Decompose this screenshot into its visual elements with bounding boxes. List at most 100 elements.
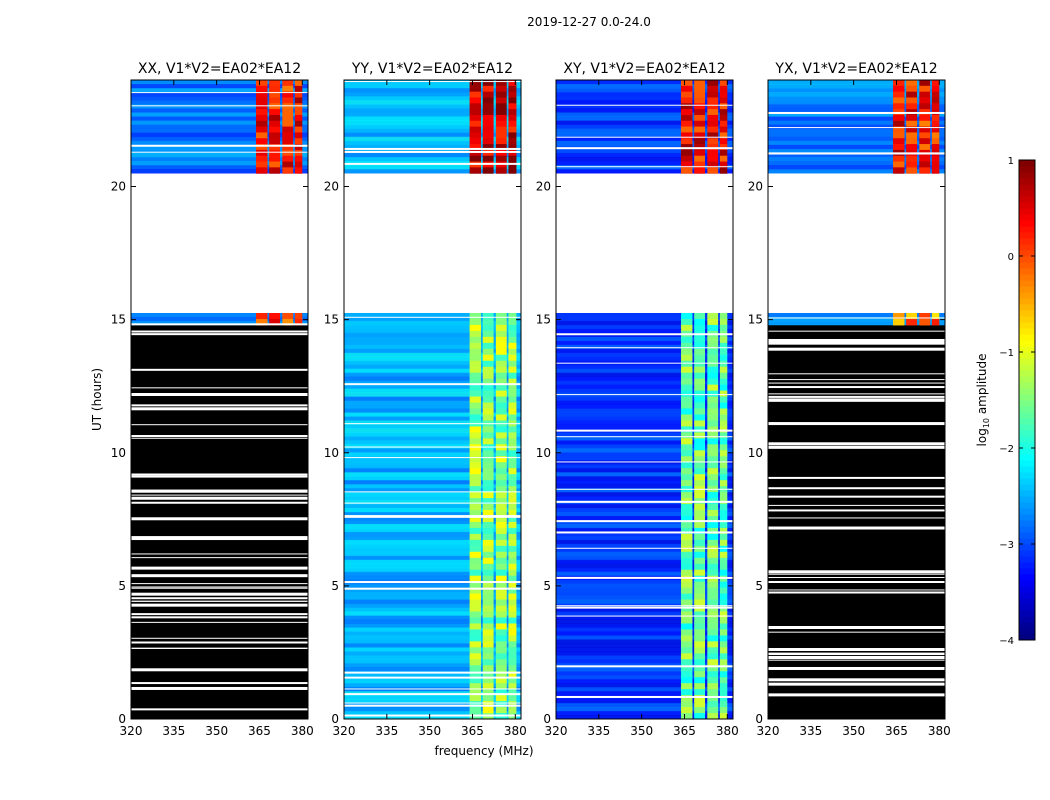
flag-line: [131, 333, 308, 336]
rfi-band-cell: [906, 97, 918, 104]
flag-line: [768, 330, 945, 332]
flag-line: [344, 383, 521, 386]
rfi-band-cell: [508, 498, 517, 505]
noise-row: [556, 543, 733, 549]
rfi-band-cell: [482, 593, 494, 601]
rfi-band-cell: [482, 659, 494, 666]
noise-row: [344, 400, 521, 406]
noise-row: [131, 136, 308, 142]
rfi-band-cell: [469, 348, 482, 356]
rfi-band-cell: [482, 109, 494, 116]
flag-line: [131, 92, 308, 94]
rfi-band-cell: [495, 132, 507, 139]
rfi-band-cell: [508, 468, 517, 475]
flag-line: [768, 625, 945, 629]
rfi-band-cell: [681, 378, 693, 386]
rfi-band-cell: [469, 456, 482, 463]
rfi-band-cell: [508, 689, 517, 696]
flag-line: [131, 489, 308, 493]
rfi-band-cell: [469, 515, 482, 523]
rfi-band-cell: [469, 330, 482, 338]
rfi-band-cell: [906, 167, 918, 174]
rfi-band-cell: [719, 677, 728, 684]
y-tick-label: 0: [543, 712, 551, 726]
noise-row: [344, 659, 521, 664]
rfi-band-cell: [269, 109, 281, 116]
rfi-band-cell: [256, 114, 268, 122]
colorbar-segment: [1019, 526, 1035, 533]
noise-row: [556, 563, 733, 569]
rfi-band-cell: [469, 671, 482, 678]
flag-line: [768, 317, 945, 319]
rfi-band-cell: [719, 450, 728, 457]
x-tick-label: 320: [120, 724, 143, 738]
noise-row: [344, 667, 521, 672]
rfi-band-cell: [469, 605, 482, 613]
y-tick-label: 5: [755, 579, 763, 593]
colorbar-segment: [1019, 496, 1035, 503]
rfi-band-cell: [719, 557, 728, 565]
rfi-band-cell: [469, 324, 482, 332]
noise-row: [131, 316, 308, 322]
rfi-band-cell: [508, 480, 517, 487]
noise-row: [344, 551, 521, 557]
noise-row: [344, 699, 521, 704]
heatmap-area: [556, 80, 733, 719]
colorbar-segment: [1019, 574, 1035, 581]
noise-row: [344, 436, 521, 441]
rfi-band-cell: [707, 492, 719, 499]
rfi-band-cell: [694, 713, 706, 719]
rfi-band-cell: [508, 408, 517, 415]
rfi-band-cell: [469, 384, 482, 392]
noise-row: [768, 100, 945, 105]
rfi-band-cell: [482, 396, 494, 404]
rfi-band-cell: [482, 318, 494, 326]
noise-row: [344, 420, 521, 425]
noise-row: [768, 124, 945, 130]
noise-row: [556, 535, 733, 541]
panel-xy: XY, V1*V2=EA02*EA12 320 335 350 365 380 0 5 10 15…: [434, 61, 738, 758]
noise-row: [556, 519, 733, 525]
noise-row: [344, 555, 521, 561]
rfi-band-cell: [469, 138, 482, 145]
x-axis-label: frequency (MHz): [434, 744, 533, 758]
noise-row: [556, 132, 733, 138]
rfi-band-cell: [719, 114, 728, 122]
rfi-band-cell: [469, 480, 482, 487]
y-tick-label: 0: [118, 712, 126, 726]
rfi-band-cell: [256, 80, 268, 87]
rfi-band-cell: [256, 318, 268, 326]
flag-line: [768, 127, 945, 129]
noise-row: [556, 372, 733, 378]
y-tick-label: 15: [748, 313, 763, 327]
colorbar-segment: [1019, 532, 1035, 539]
colorbar-segment: [1019, 178, 1035, 185]
rfi-band-cell: [707, 432, 719, 439]
noise-row: [344, 683, 521, 688]
noise-row: [344, 140, 521, 146]
rfi-band-cell: [719, 91, 728, 98]
rfi-band-cell: [719, 342, 728, 350]
colorbar-label: log10 amplitude: [975, 354, 991, 447]
rfi-band-cell: [495, 545, 507, 553]
noise-row: [556, 340, 733, 346]
rfi-band-cell: [906, 120, 918, 128]
colorbar-segment: [1019, 340, 1035, 347]
rfi-band-cell: [508, 354, 517, 362]
rfi-band-cell: [282, 91, 294, 98]
flag-line: [344, 587, 521, 590]
rfi-band-cell: [508, 623, 517, 630]
rfi-band-cell: [269, 138, 281, 145]
flag-line: [131, 323, 308, 326]
rfi-band-cell: [919, 138, 931, 145]
x-tick-label: 350: [630, 724, 653, 738]
rfi-band-cell: [508, 641, 517, 648]
panel-xx: XX, V1*V2=EA02*EA12 320 335 350 365 380 0 5 10 15…: [90, 61, 314, 738]
rfi-band-cell: [508, 312, 517, 320]
noise-row: [344, 316, 521, 322]
noise-row: [556, 639, 733, 644]
noise-row: [768, 104, 945, 109]
noise-row: [556, 703, 733, 708]
flag-line: [556, 104, 733, 106]
rfi-band-cell: [256, 167, 268, 174]
